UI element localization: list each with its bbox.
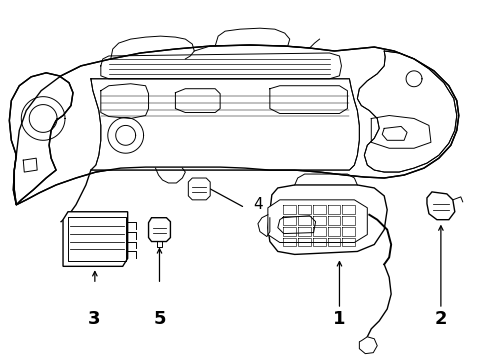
Text: 1: 1 — [333, 310, 346, 328]
Polygon shape — [357, 51, 457, 172]
Text: 4: 4 — [253, 197, 263, 212]
Polygon shape — [359, 337, 377, 354]
Text: 2: 2 — [435, 310, 447, 328]
Polygon shape — [148, 218, 171, 242]
Text: 3: 3 — [88, 310, 100, 328]
Polygon shape — [427, 192, 455, 220]
Polygon shape — [13, 45, 459, 205]
Polygon shape — [9, 73, 73, 205]
Polygon shape — [91, 79, 359, 170]
Polygon shape — [63, 212, 128, 266]
Polygon shape — [268, 185, 387, 255]
Polygon shape — [268, 200, 368, 243]
Text: 5: 5 — [153, 310, 166, 328]
Polygon shape — [188, 178, 210, 200]
